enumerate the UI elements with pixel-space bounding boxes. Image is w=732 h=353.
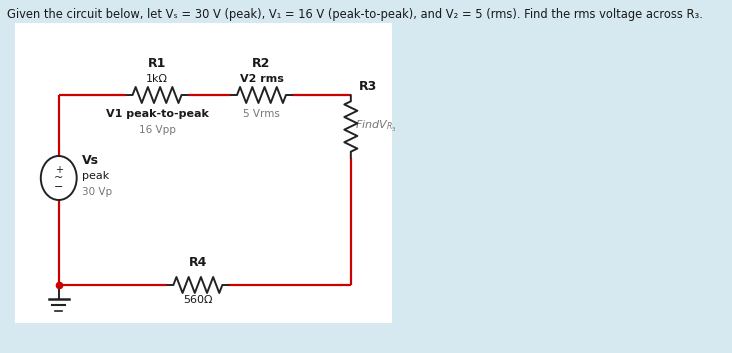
Text: 1kΩ: 1kΩ	[146, 74, 168, 84]
Text: $FindV_{R_3}$: $FindV_{R_3}$	[355, 119, 397, 134]
Text: 560Ω: 560Ω	[183, 295, 212, 305]
Text: +: +	[55, 165, 63, 175]
Text: R4: R4	[189, 256, 207, 269]
Text: −: −	[54, 182, 64, 192]
FancyBboxPatch shape	[15, 23, 392, 323]
Text: Vs: Vs	[81, 154, 99, 167]
Text: 5 Vrms: 5 Vrms	[243, 109, 280, 119]
Text: 16 Vpp: 16 Vpp	[138, 125, 176, 135]
Text: peak: peak	[81, 171, 109, 181]
Text: R2: R2	[253, 57, 271, 70]
Text: ~: ~	[54, 173, 64, 183]
Text: R3: R3	[359, 80, 377, 94]
Text: V1 peak-to-peak: V1 peak-to-peak	[105, 109, 209, 119]
Text: 30 Vp: 30 Vp	[81, 187, 112, 197]
Text: R1: R1	[148, 57, 166, 70]
Circle shape	[41, 156, 77, 200]
Text: Given the circuit below, let Vₛ = 30 V (peak), V₁ = 16 V (peak-to-peak), and V₂ : Given the circuit below, let Vₛ = 30 V (…	[7, 8, 703, 21]
Text: V2 rms: V2 rms	[239, 74, 283, 84]
